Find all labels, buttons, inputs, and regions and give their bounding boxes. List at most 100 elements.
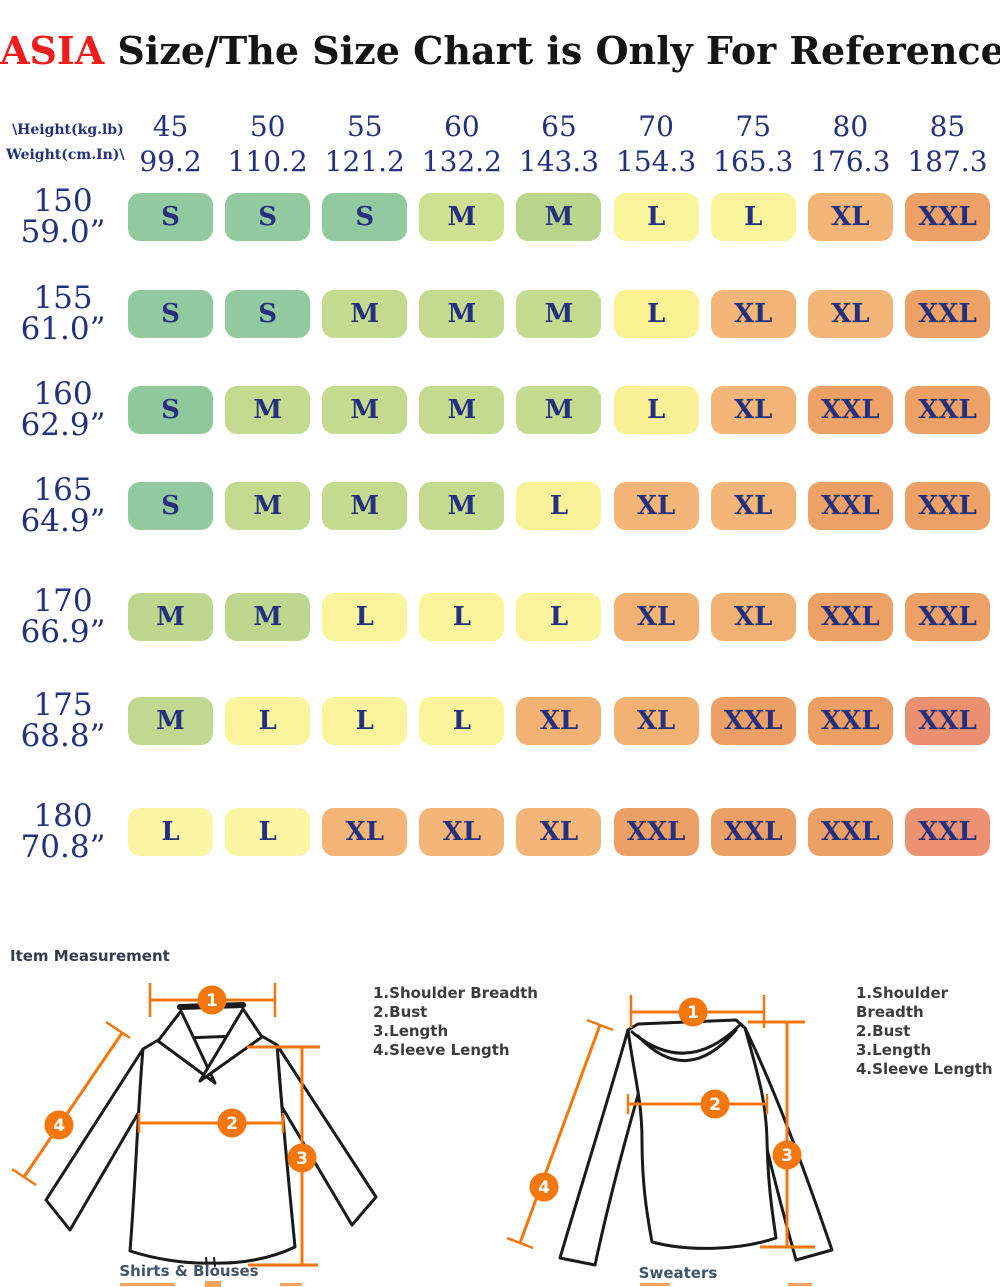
- size-cell-slot: S: [219, 290, 316, 352]
- size-cell: L: [613, 290, 699, 338]
- size-cell-slot: M: [219, 386, 316, 448]
- weight-kg-value: 50: [249, 110, 286, 143]
- size-cell-slot: M: [510, 290, 607, 352]
- size-cell: XL: [710, 482, 796, 530]
- shirt-measure-lines: [11, 983, 320, 1267]
- size-cell-slot: S: [316, 193, 413, 255]
- size-cell: XXL: [904, 193, 990, 241]
- size-cell: M: [322, 482, 408, 530]
- size-cell: M: [225, 386, 311, 434]
- size-cell-slot: XXL: [802, 386, 899, 448]
- size-cell-slot: M: [316, 482, 413, 544]
- size-cell-slot: M: [413, 482, 510, 544]
- page-title: ASIA Size/The Size Chart is Only For Ref…: [0, 28, 1000, 73]
- size-cell: XXL: [904, 593, 990, 641]
- size-cell-slot: M: [413, 193, 510, 255]
- weight-kg-value: 45: [152, 110, 189, 143]
- size-cell-slot: XXL: [899, 482, 996, 544]
- size-cell: S: [128, 290, 214, 338]
- height-in-value: 68.8”: [20, 718, 106, 754]
- size-cell: XXL: [904, 386, 990, 434]
- size-cell-slot: L: [316, 697, 413, 759]
- size-cell: L: [322, 697, 408, 745]
- legend-item-sleeve: 4.Sleeve Length: [373, 1041, 510, 1059]
- height-row-label: 175 68.8”: [4, 690, 122, 752]
- size-cell-slot: XXL: [899, 697, 996, 759]
- height-row-label: 170 66.9”: [4, 586, 122, 648]
- measurement-heading: Item Measurement: [10, 947, 170, 965]
- size-cell: M: [516, 193, 602, 241]
- size-cell-slot: L: [122, 808, 219, 870]
- legend-item-shoulder: 1.Shoulder Breadth: [856, 984, 949, 1021]
- size-cell: M: [516, 290, 602, 338]
- size-cell-slot: L: [608, 290, 705, 352]
- size-cell-slot: XL: [510, 697, 607, 759]
- cropped-orange-mark: [120, 1283, 175, 1286]
- size-cell-slot: M: [413, 386, 510, 448]
- marker-3: 3: [296, 1149, 308, 1169]
- size-cell: M: [419, 386, 505, 434]
- weight-kg-value: 85: [929, 110, 966, 143]
- weight-lb-value: 154.3: [616, 145, 697, 178]
- size-chart-row: 160 62.9” S M M M M L XL XXL XXL: [4, 379, 996, 441]
- weight-column-header: 85 187.3: [899, 104, 996, 179]
- weight-kg-value: 55: [346, 110, 383, 143]
- size-cell: XXL: [904, 697, 990, 745]
- legend-item-length: 3.Length: [856, 1041, 932, 1059]
- size-cell: S: [322, 193, 408, 241]
- size-chart-row: 150 59.0” S S S M M L L XL XXL: [4, 186, 996, 248]
- cropped-orange-mark: [640, 1283, 670, 1286]
- size-cell-slot: L: [413, 697, 510, 759]
- size-cell-slot: L: [219, 697, 316, 759]
- size-cell: XXL: [807, 386, 893, 434]
- size-cell-slot: M: [510, 386, 607, 448]
- size-cell-slot: L: [705, 193, 802, 255]
- size-cell-slot: XXL: [802, 482, 899, 544]
- size-cell-slot: XXL: [705, 697, 802, 759]
- weight-lb-value: 176.3: [810, 145, 891, 178]
- size-cell: M: [322, 386, 408, 434]
- weight-kg-value: 80: [832, 110, 869, 143]
- size-cell-slot: M: [316, 386, 413, 448]
- legend-item-bust: 2.Bust: [856, 1022, 911, 1040]
- size-cell-slot: L: [510, 593, 607, 655]
- size-cell: XL: [807, 193, 893, 241]
- weight-column-header: 80 176.3: [802, 104, 899, 179]
- weight-kg-value: 65: [541, 110, 577, 143]
- cropped-orange-mark: [788, 1283, 812, 1286]
- size-cell-slot: XL: [802, 290, 899, 352]
- size-chart-row: 170 66.9” M M L L L XL XL XXL XXL: [4, 586, 996, 648]
- size-cell: L: [516, 482, 602, 530]
- size-cell: L: [710, 193, 796, 241]
- shirt-outline: [44, 1002, 378, 1267]
- legend-item-shoulder: 1.Shoulder Breadth: [373, 984, 538, 1002]
- size-chart-row: 165 64.9” S M M M L XL XL XXL XXL: [4, 475, 996, 537]
- weight-lb-value: 132.2: [421, 145, 502, 178]
- legend-item-length: 3.Length: [373, 1022, 449, 1040]
- height-row-label: 150 59.0”: [4, 186, 122, 248]
- height-axis-label: \Height(kg.lb): [12, 122, 124, 138]
- size-cell-slot: M: [316, 290, 413, 352]
- title-accent: ASIA: [0, 28, 105, 74]
- weight-lb-value: 187.3: [907, 145, 988, 178]
- weight-column-header: 65 143.3: [510, 104, 607, 179]
- size-cell-slot: XXL: [899, 593, 996, 655]
- size-cell: XL: [807, 290, 893, 338]
- size-cell: XXL: [904, 290, 990, 338]
- size-cell-slot: M: [122, 593, 219, 655]
- size-cell-slot: XXL: [802, 697, 899, 759]
- sweater-caption: Sweaters: [638, 1264, 718, 1282]
- weight-kg-value: 70: [638, 110, 674, 143]
- size-cell: S: [225, 193, 311, 241]
- weight-kg-value: 60: [444, 110, 480, 143]
- size-cell: XXL: [807, 482, 893, 530]
- size-chart-row: 155 61.0” S S M M M L XL XL XXL: [4, 283, 996, 345]
- size-cell: XXL: [807, 593, 893, 641]
- size-cell: M: [419, 193, 505, 241]
- size-cell-slot: XXL: [705, 808, 802, 870]
- height-row-label: 165 64.9”: [4, 475, 122, 537]
- sweater-outline: [558, 1018, 834, 1267]
- size-cell: XL: [613, 593, 699, 641]
- sweater-measure-markers: 1 2 3 4: [529, 997, 802, 1202]
- measurement-legend-shirt: 1.Shoulder Breadth 2.Bust 3.Length 4.Sle…: [373, 984, 538, 1060]
